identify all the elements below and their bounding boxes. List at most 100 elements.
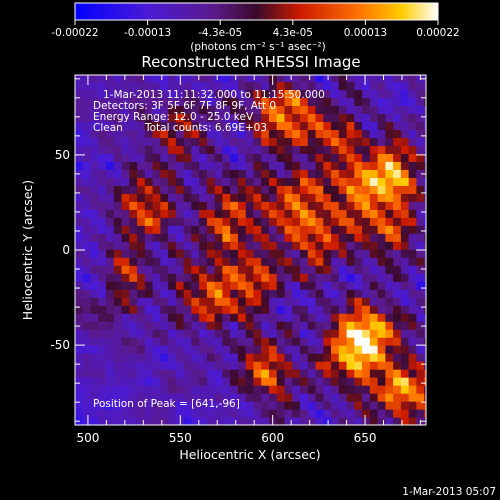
heatmap-cell [199,137,208,146]
heatmap-cell [160,377,169,386]
heatmap-cell [300,305,309,314]
heatmap-cell [191,185,200,194]
heatmap-cell [323,169,332,178]
heatmap-cell [253,409,262,418]
heatmap-cell [307,417,317,425]
heatmap-cell [284,297,293,306]
heatmap-cell [129,75,138,83]
heatmap-cell [315,75,324,83]
heatmap-cell [237,201,247,210]
heatmap-cell [206,105,216,115]
heatmap-cell [268,409,278,418]
heatmap-cell [121,385,130,394]
heatmap-cell [183,353,192,362]
heatmap-cell [230,137,239,146]
heatmap-cell [121,409,130,418]
heatmap-cell [261,121,270,131]
heatmap-cell [307,75,317,83]
heatmap-cell [346,185,355,194]
heatmap-cell [323,193,332,202]
heatmap-cell [338,345,348,354]
heatmap-cell [245,201,255,210]
heatmap-cell [307,113,317,123]
heatmap-cell [168,113,177,123]
heatmap-cell [90,177,99,186]
heatmap-cell [245,137,255,146]
heatmap-cell [82,121,92,131]
heatmap-cell [385,209,394,218]
heatmap-cell [168,305,177,314]
heatmap-cell [393,409,402,418]
heatmap-cell [268,201,278,210]
heatmap-cell [338,273,348,282]
heatmap-cell [416,321,425,330]
heatmap-cell [307,297,317,306]
heatmap-cell [292,193,301,202]
heatmap-cell [230,193,239,202]
heatmap-cell [315,169,324,178]
heatmap-cell [284,169,293,178]
heatmap-cell [137,185,146,194]
heatmap-cell [160,153,169,162]
heatmap-cell [175,369,185,378]
heatmap-cell [331,401,340,410]
heatmap-cell [292,329,301,338]
heatmap-cell [175,361,185,370]
heatmap-cell [90,409,99,418]
heatmap-cell [137,97,146,107]
heatmap-cell [292,129,301,138]
x-tick-label: 500 [76,431,99,445]
heatmap-cell [144,281,154,290]
heatmap-cell [191,177,200,186]
heatmap-cell [75,89,84,99]
heatmap-cell [268,161,278,170]
heatmap-cell [362,161,371,170]
heatmap-cell [354,233,363,242]
heatmap-cell [214,289,224,298]
heatmap-cell [393,225,402,234]
heatmap-cell [90,257,99,266]
heatmap-cell [152,417,161,425]
heatmap-cell [408,129,417,138]
heatmap-cell [230,385,239,394]
heatmap-cell [261,153,270,162]
heatmap-cell [354,225,363,234]
heatmap-cell [323,409,332,418]
heatmap-cell [113,385,123,394]
heatmap-cell [237,81,247,91]
heatmap-cell [331,393,340,402]
heatmap-cell [152,137,161,146]
heatmap-cell [214,257,224,266]
heatmap-cell [307,161,317,170]
heatmap-cell [424,377,426,386]
heatmap-cell [152,361,161,370]
heatmap-cell [346,145,355,154]
heatmap-cell [191,97,200,107]
heatmap-cell [300,409,309,418]
heatmap-cell [245,393,255,402]
heatmap-cell [98,385,107,394]
heatmap-cell [369,385,379,394]
heatmap-cell [175,185,185,194]
plot-header: 1-Mar-2013 11:11:32.000 to 11:15:50.000 … [93,89,325,134]
heatmap-cell [237,121,247,131]
x-tick-label: 600 [261,431,284,445]
heatmap-cell [369,241,379,250]
heatmap-cell [199,145,208,154]
heatmap-cell [416,225,425,234]
heatmap-cell [385,193,394,202]
heatmap-cell [214,385,224,394]
heatmap-cell [307,193,317,202]
heatmap-cell [191,337,200,346]
heatmap-cell [362,201,371,210]
heatmap-cell [82,273,92,282]
heatmap-cell [230,233,239,242]
heatmap-cell [408,329,417,338]
heatmap-cell [98,105,107,115]
heatmap-cell [416,369,425,378]
heatmap-cell [245,289,255,298]
heatmap-cell [199,305,208,314]
heatmap-cell [268,345,278,354]
colorbar-tick-label: -0.00013 [124,27,171,39]
heatmap-cell [82,281,92,290]
